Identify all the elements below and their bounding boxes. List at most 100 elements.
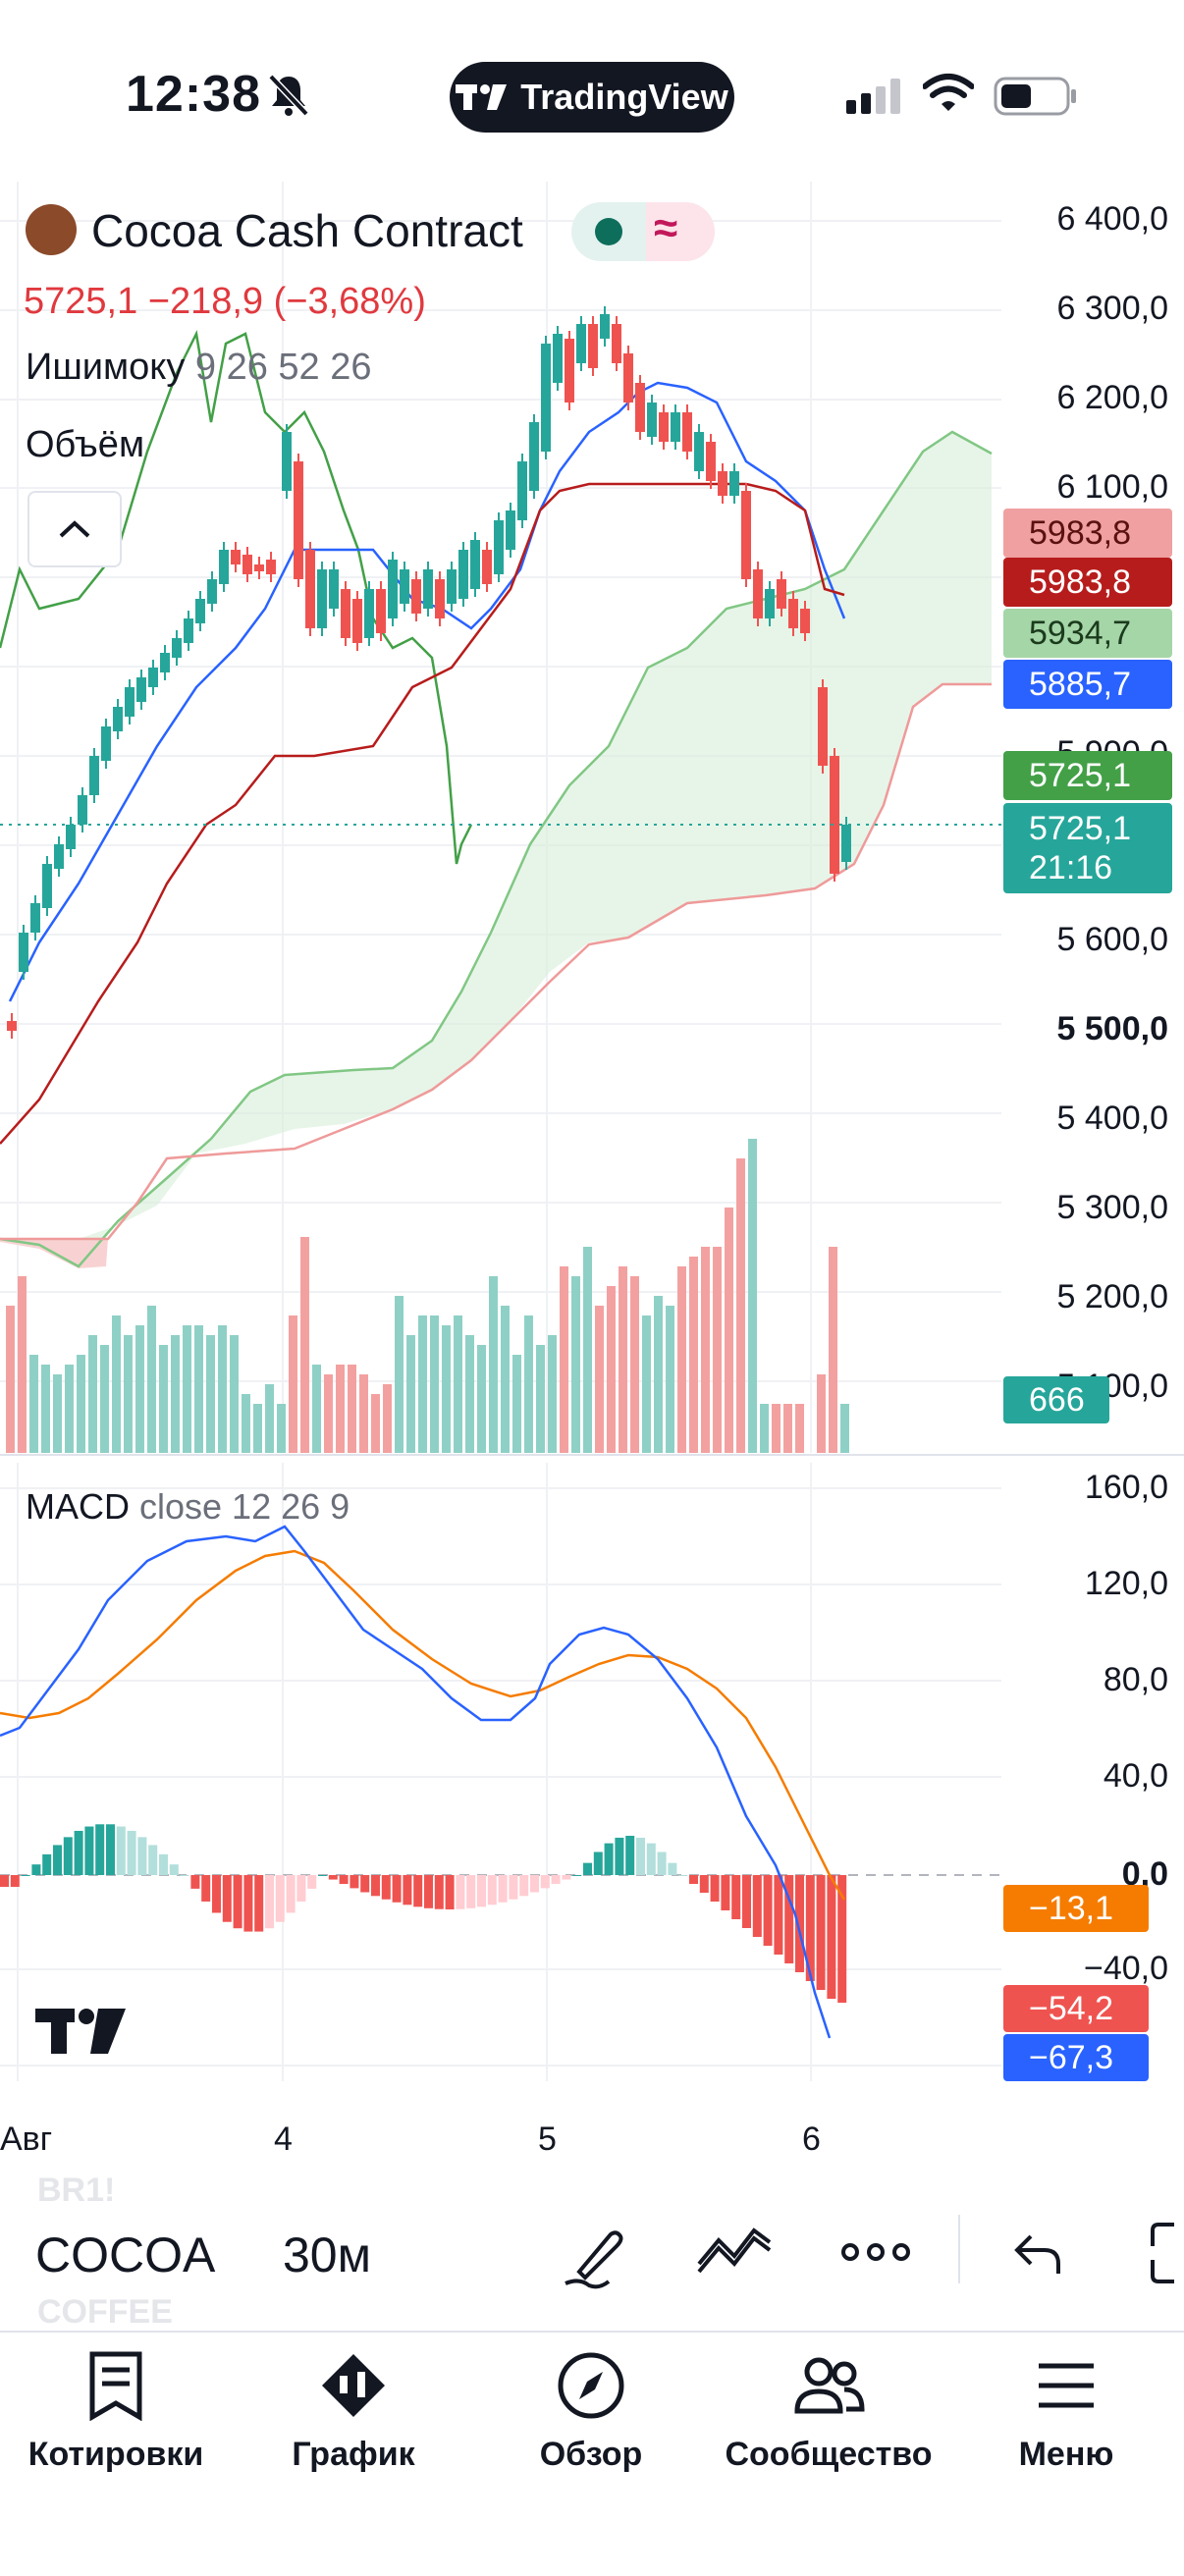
histogram-bar <box>657 1852 667 1875</box>
histogram-bar <box>551 1875 561 1885</box>
indicators-icon[interactable] <box>695 2225 774 2283</box>
histogram-bar <box>328 1875 338 1880</box>
histogram-bar <box>233 1875 242 1929</box>
candle-body <box>376 589 386 633</box>
chart-nav-icon <box>322 2354 385 2417</box>
histogram-bar <box>731 1875 741 1919</box>
prev-symbol-ghost[interactable]: BR1! <box>37 2172 116 2209</box>
last-price-tag: 5725,1 21:16 <box>1003 803 1172 893</box>
next-symbol-ghost[interactable]: COFFEE <box>37 2293 173 2331</box>
candle-body <box>254 564 264 571</box>
candle-body <box>588 324 598 368</box>
volume-bar <box>817 1374 826 1453</box>
candle-body <box>231 550 241 564</box>
timeframe-selector[interactable]: 30м <box>283 2227 371 2282</box>
nav-chart-label: График <box>292 2436 415 2473</box>
candle-body <box>777 579 786 609</box>
candle-body <box>148 668 158 687</box>
price-tick: 6 100,0 <box>1056 468 1168 506</box>
candle-body <box>565 339 574 402</box>
more-icon[interactable] <box>840 2240 911 2264</box>
candle-body <box>435 579 445 618</box>
macd-tick: 80,0 <box>1103 1661 1168 1698</box>
histogram-bar <box>307 1875 317 1889</box>
main-price-chart[interactable] <box>0 177 1184 1473</box>
bottom-navigation <box>0 2331 1184 2576</box>
undo-icon[interactable] <box>1013 2230 1064 2278</box>
candle-body <box>841 825 851 862</box>
volume-bar <box>277 1404 286 1453</box>
nav-community[interactable]: Сообщество <box>721 2350 937 2474</box>
volume-bar <box>583 1247 592 1453</box>
volume-bar <box>654 1296 663 1453</box>
volume-bar <box>230 1335 239 1453</box>
tradingview-pill[interactable]: TradingView <box>450 62 734 133</box>
nav-chart[interactable]: График <box>245 2350 461 2474</box>
volume-bar <box>77 1355 85 1453</box>
symbol-selector[interactable]: COCOA <box>35 2227 216 2282</box>
histogram-bar <box>42 1853 52 1875</box>
drawing-brush-icon[interactable] <box>560 2221 630 2291</box>
nav-menu[interactable]: Меню <box>958 2350 1174 2474</box>
histogram-bar <box>413 1875 423 1907</box>
volume-legend[interactable]: Объём <box>26 424 145 465</box>
candle-body <box>482 550 492 584</box>
macd-pane[interactable] <box>0 1457 1184 2085</box>
volume-bar <box>560 1266 568 1453</box>
signal-tag: −13,1 <box>1003 1885 1149 1932</box>
candle-body <box>830 756 839 874</box>
histogram-bar <box>721 1875 730 1910</box>
chevron-up-icon <box>59 520 90 538</box>
fullscreen-icon[interactable] <box>1149 2221 1184 2285</box>
price-tick: 6 200,0 <box>1056 379 1168 416</box>
candle-body <box>160 653 170 672</box>
nav-quotes[interactable]: Котировки <box>8 2350 224 2474</box>
last-price: 5725,1 <box>1029 810 1131 847</box>
histogram-bar <box>53 1845 62 1875</box>
volume-bar <box>489 1276 498 1453</box>
histogram-bar <box>350 1875 359 1889</box>
candle-body <box>172 638 182 658</box>
histogram-bar <box>339 1875 349 1885</box>
macd-legend[interactable]: MACD close 12 26 9 <box>26 1486 350 1528</box>
macd-signal-line <box>0 1549 846 1901</box>
volume-bar <box>324 1374 333 1453</box>
histogram-bar <box>774 1875 783 1955</box>
candle-body <box>266 560 276 574</box>
candle-body <box>329 569 339 609</box>
histogram-bar <box>678 1875 688 1876</box>
histogram-bar <box>636 1837 645 1875</box>
histogram-bar <box>784 1875 794 1963</box>
volume-bar <box>406 1335 415 1453</box>
candle-body <box>682 412 692 452</box>
volume-bar <box>430 1315 439 1453</box>
candle-body <box>494 520 504 574</box>
histogram-bar <box>190 1875 200 1889</box>
tradingview-logo-icon <box>456 84 508 110</box>
volume-bar <box>465 1335 474 1453</box>
volume-bar <box>536 1345 545 1453</box>
volume-bar <box>159 1345 168 1453</box>
ichimoku-legend[interactable]: Ишимоку 9 26 52 26 <box>26 347 372 389</box>
volume-bar <box>395 1296 404 1453</box>
macd-tick: −40,0 <box>1083 1950 1168 1987</box>
market-status-pill[interactable]: ≈ <box>571 202 715 261</box>
symbol-title[interactable]: Cocoa Cash Contract <box>91 205 523 256</box>
volume-bar <box>477 1345 486 1453</box>
histogram-bar <box>646 1843 656 1875</box>
histogram-bar <box>699 1875 709 1893</box>
candle-body <box>612 324 621 363</box>
collapse-legend-button[interactable] <box>27 491 122 567</box>
ichimoku-cloud <box>0 432 992 1266</box>
wave-icon: ≈ <box>654 204 678 252</box>
volume-bar <box>253 1404 262 1453</box>
kijun-price-tag: 5983,8 <box>1003 509 1172 558</box>
volume-bar <box>300 1237 309 1453</box>
candle-body <box>101 726 111 761</box>
candle-body <box>305 550 315 628</box>
candle-body <box>364 589 374 638</box>
macd-params: close 12 26 9 <box>139 1486 350 1527</box>
nav-overview[interactable]: Обзор <box>483 2350 699 2474</box>
histogram-bar <box>243 1875 253 1932</box>
histogram-bar <box>456 1875 465 1909</box>
